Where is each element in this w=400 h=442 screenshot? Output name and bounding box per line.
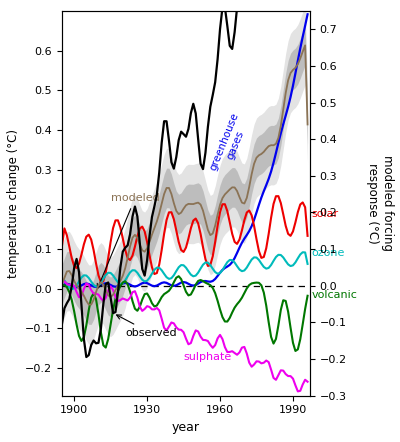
Y-axis label: modeled forcing
response (°C): modeled forcing response (°C) bbox=[366, 155, 394, 251]
Text: modeled: modeled bbox=[97, 193, 159, 288]
Y-axis label: temperature change (°C): temperature change (°C) bbox=[6, 129, 20, 278]
Text: volcanic: volcanic bbox=[311, 290, 357, 300]
Text: ozone: ozone bbox=[311, 248, 344, 258]
Text: greenhouse
gases: greenhouse gases bbox=[208, 110, 251, 176]
X-axis label: year: year bbox=[172, 421, 200, 434]
Text: solar: solar bbox=[311, 210, 338, 219]
Text: observed: observed bbox=[117, 315, 177, 338]
Text: sulphate: sulphate bbox=[184, 352, 232, 362]
